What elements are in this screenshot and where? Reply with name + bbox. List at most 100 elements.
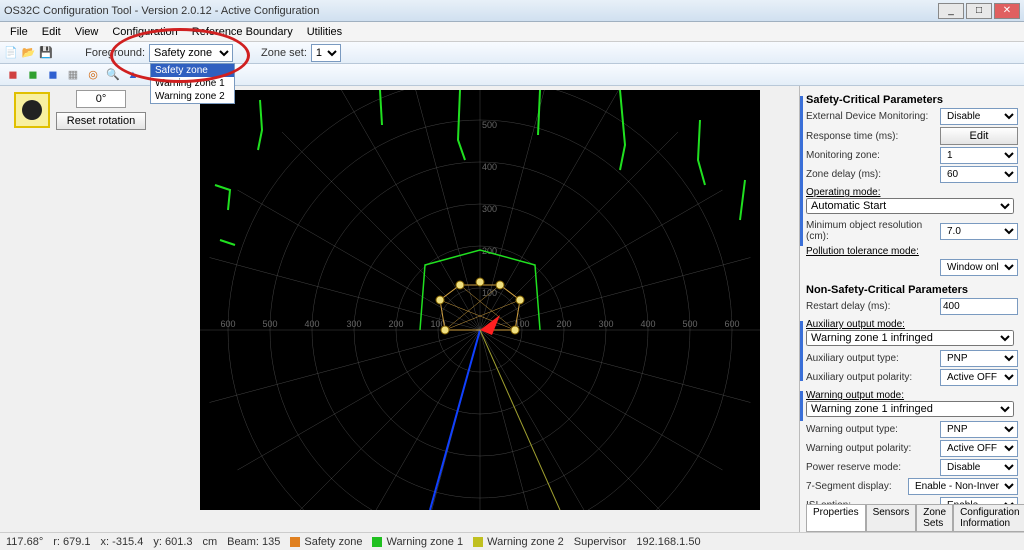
tb-icon-3[interactable]: ◼ — [44, 66, 62, 84]
seg-display-label: 7-Segment display: — [806, 481, 904, 492]
restart-delay-label: Restart delay (ms): — [806, 301, 936, 312]
status-bar: 117.68° r: 679.1 x: -315.4 y: 601.3 cm B… — [0, 532, 1024, 550]
status-supervisor: Supervisor — [574, 536, 627, 548]
monitoring-zone-label: Monitoring zone: — [806, 150, 936, 161]
svg-text:400: 400 — [304, 319, 319, 329]
warn-mode-select[interactable]: Warning zone 1 infringed — [806, 401, 1014, 417]
aux-pol-label: Auxiliary output polarity: — [806, 372, 936, 383]
foreground-label: Foreground: — [85, 47, 145, 59]
toolbar-main: 📄 📂 💾 Foreground: Safety zone Zone set: … — [0, 42, 1024, 64]
menu-file[interactable]: File — [4, 24, 34, 40]
foreground-option-wz2[interactable]: Warning zone 2 — [151, 90, 234, 103]
menu-reference-boundary[interactable]: Reference Boundary — [186, 24, 299, 40]
tb-icon-grid[interactable]: ▦ — [64, 66, 82, 84]
status-safety: Safety zone — [304, 536, 362, 548]
status-y: y: 601.3 — [153, 536, 192, 548]
zone-delay-label: Zone delay (ms): — [806, 169, 936, 180]
status-r: r: 679.1 — [53, 536, 90, 548]
nonsafety-params-header: Non-Safety-Critical Parameters — [806, 284, 1018, 296]
aux-type-select[interactable]: PNP — [940, 350, 1018, 367]
svg-text:300: 300 — [346, 319, 361, 329]
svg-text:200: 200 — [556, 319, 571, 329]
status-wz1: Warning zone 1 — [386, 536, 463, 548]
zone-delay-select[interactable]: 60 — [940, 166, 1018, 183]
svg-text:200: 200 — [388, 319, 403, 329]
warn-type-label: Warning output type: — [806, 424, 936, 435]
warn-pol-select[interactable]: Active OFF — [940, 440, 1018, 457]
toolbar-new-icon[interactable]: 📄 — [4, 46, 18, 59]
status-ip: 192.168.1.50 — [636, 536, 700, 548]
foreground-option-wz1[interactable]: Warning zone 1 — [151, 77, 234, 90]
aux-mode-select[interactable]: Warning zone 1 infringed — [806, 330, 1014, 346]
panel-tabs: Properties Sensors Zone Sets Configurati… — [806, 504, 1024, 532]
reset-rotation-button[interactable]: Reset rotation — [56, 112, 146, 130]
restart-delay-input[interactable] — [940, 298, 1018, 315]
svg-text:400: 400 — [640, 319, 655, 329]
foreground-option-safety[interactable]: Safety zone — [151, 64, 234, 77]
wz2-swatch — [473, 537, 483, 547]
status-x: x: -315.4 — [101, 536, 144, 548]
status-wz2: Warning zone 2 — [487, 536, 564, 548]
power-reserve-select[interactable]: Disable — [940, 459, 1018, 476]
safety-swatch — [290, 537, 300, 547]
menu-configuration[interactable]: Configuration — [106, 24, 183, 40]
status-unit: cm — [203, 536, 218, 548]
aux-pol-select[interactable]: Active OFF — [940, 369, 1018, 386]
tb-icon-a[interactable]: ▲ — [124, 66, 142, 84]
tb-icon-target[interactable]: ◎ — [84, 66, 102, 84]
svg-text:300: 300 — [482, 204, 497, 214]
close-button[interactable]: ✕ — [994, 3, 1020, 19]
operating-mode-select[interactable]: Automatic Start — [806, 198, 1014, 214]
wz1-swatch — [372, 537, 382, 547]
svg-text:600: 600 — [724, 319, 739, 329]
menu-edit[interactable]: Edit — [36, 24, 67, 40]
svg-text:400: 400 — [482, 162, 497, 172]
seg-display-select[interactable]: Enable - Non-Inverted — [908, 478, 1018, 495]
tb-icon-zoom[interactable]: 🔍 — [104, 66, 122, 84]
response-edit-button[interactable]: Edit — [940, 127, 1018, 145]
zoneset-label: Zone set: — [261, 47, 307, 59]
left-controls: 0° Reset rotation — [0, 86, 160, 532]
warn-pol-label: Warning output polarity: — [806, 443, 936, 454]
menu-bar: File Edit View Configuration Reference B… — [0, 22, 1024, 42]
foreground-dropdown-list[interactable]: Safety zone Warning zone 1 Warning zone … — [150, 63, 235, 104]
tab-sensors[interactable]: Sensors — [866, 504, 917, 532]
status-beam: Beam: 135 — [227, 536, 280, 548]
menu-utilities[interactable]: Utilities — [301, 24, 348, 40]
warn-type-select[interactable]: PNP — [940, 421, 1018, 438]
svg-text:600: 600 — [220, 319, 235, 329]
minimize-button[interactable]: _ — [938, 3, 964, 19]
operating-mode-label: Operating mode: — [806, 187, 1018, 198]
aux-type-label: Auxiliary output type: — [806, 353, 936, 364]
min-obj-label: Minimum object resolution (cm): — [806, 220, 936, 242]
maximize-button[interactable]: □ — [966, 3, 992, 19]
min-obj-select[interactable]: 7.0 — [940, 223, 1018, 240]
menu-view[interactable]: View — [69, 24, 105, 40]
status-angle: 117.68° — [6, 536, 43, 548]
tab-zone-sets[interactable]: Zone Sets — [916, 504, 953, 532]
ext-dev-select[interactable]: Disable — [940, 108, 1018, 125]
svg-text:500: 500 — [682, 319, 697, 329]
foreground-select[interactable]: Safety zone — [149, 44, 233, 62]
toolbar-save-icon[interactable]: 💾 — [39, 46, 53, 59]
svg-text:500: 500 — [482, 120, 497, 130]
tab-config-info[interactable]: Configuration Information — [953, 504, 1024, 532]
radar-view[interactable]: 1001001002002002003003003004004004005005… — [200, 90, 760, 510]
toolbar-open-icon[interactable]: 📂 — [22, 46, 36, 59]
response-time-label: Response time (ms): — [806, 131, 936, 142]
pollution-label: Pollution tolerance mode: — [806, 246, 1018, 257]
ext-dev-label: External Device Monitoring: — [806, 111, 936, 122]
pollution-select[interactable]: Window only — [940, 259, 1018, 276]
window-titlebar: OS32C Configuration Tool - Version 2.0.1… — [0, 0, 1024, 22]
svg-text:300: 300 — [598, 319, 613, 329]
window-title: OS32C Configuration Tool - Version 2.0.1… — [4, 5, 938, 17]
power-reserve-label: Power reserve mode: — [806, 462, 936, 473]
tb-icon-2[interactable]: ◼ — [24, 66, 42, 84]
rotation-degree[interactable]: 0° — [76, 90, 126, 108]
tb-icon-1[interactable]: ◼ — [4, 66, 22, 84]
zoneset-select[interactable]: 1 — [311, 44, 341, 62]
tab-properties[interactable]: Properties — [806, 504, 866, 532]
safety-params-header: Safety-Critical Parameters — [806, 94, 1018, 106]
parameters-panel: Safety-Critical Parameters External Devi… — [799, 86, 1024, 532]
monitoring-zone-select[interactable]: 1 — [940, 147, 1018, 164]
